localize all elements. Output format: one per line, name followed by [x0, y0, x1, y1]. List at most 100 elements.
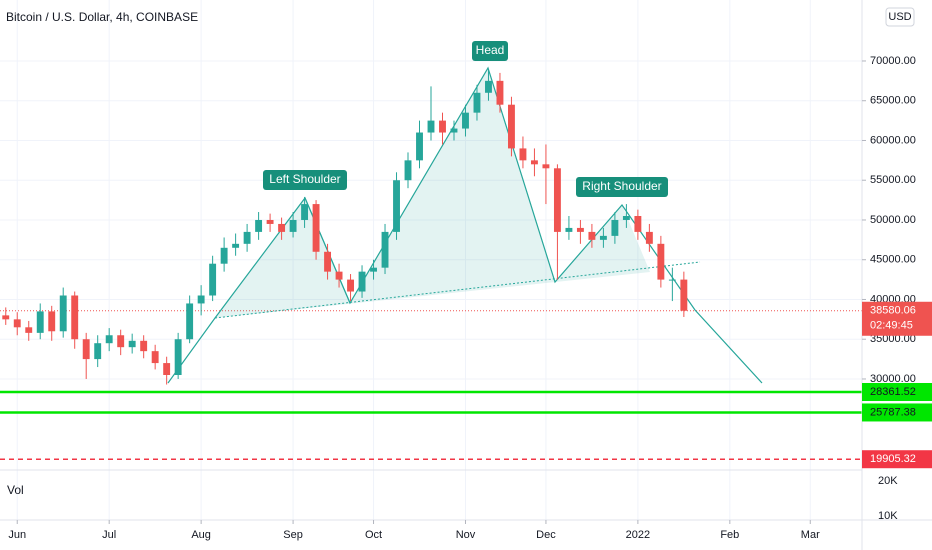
y-tick-label: 30000.00	[870, 373, 916, 385]
x-tick-label: Mar	[801, 529, 820, 541]
candle-body	[450, 128, 458, 133]
candle-body	[278, 223, 286, 232]
candle-body	[209, 263, 217, 296]
candle-body	[427, 120, 435, 133]
x-tick-label: Jun	[8, 529, 26, 541]
candle-body	[588, 231, 596, 240]
candle-body	[220, 247, 228, 264]
candle-body	[381, 231, 389, 268]
candle-body	[634, 215, 642, 232]
currency-label[interactable]: USD	[888, 11, 911, 23]
candle-body	[163, 363, 171, 375]
candle-body	[347, 279, 354, 292]
candle-body	[36, 311, 44, 333]
volume-tick-label: 20K	[878, 475, 898, 487]
y-tick-label: 45000.00	[870, 254, 916, 266]
candle-body	[519, 148, 527, 161]
candle-body	[324, 251, 332, 272]
candle-body	[140, 340, 148, 352]
candle-body	[48, 311, 56, 332]
candle-body	[197, 295, 205, 304]
annotation-label: Head	[476, 43, 505, 57]
last-price-label: 38580.06	[870, 305, 916, 317]
candle-body	[312, 204, 320, 252]
candle-body	[508, 104, 515, 149]
level-price-box	[862, 382, 932, 401]
y-tick-label: 60000.00	[870, 134, 916, 146]
candle-body	[25, 327, 33, 333]
candle-body	[530, 160, 538, 165]
annotation: Head	[472, 41, 508, 61]
chart-title: Bitcoin / U.S. Dollar, 4h, COINBASE	[6, 10, 198, 24]
currency-badge[interactable]	[885, 7, 915, 27]
level-price-box	[862, 450, 932, 469]
candle-body	[186, 303, 194, 340]
candle-body	[370, 267, 377, 272]
y-tick-label: 70000.00	[870, 55, 916, 67]
candle-body	[462, 112, 469, 129]
candle-body	[255, 219, 263, 232]
candle-body	[117, 335, 125, 348]
candle-body	[289, 219, 297, 232]
candle-body	[358, 271, 366, 292]
candle-body	[542, 164, 550, 169]
countdown-label: 02:49:45	[870, 320, 913, 332]
candle-body	[105, 335, 113, 344]
annotation-label: Left Shoulder	[269, 172, 340, 186]
candle-body	[404, 160, 412, 181]
candle-body	[611, 219, 619, 236]
level-price-label: 25787.38	[870, 406, 916, 418]
candle-body	[335, 271, 343, 280]
candle-body	[301, 204, 309, 220]
x-tick-label: 2022	[626, 529, 650, 541]
candle-body	[232, 243, 240, 248]
candle-body	[645, 231, 653, 244]
annotation: Left Shoulder	[263, 170, 347, 190]
candle-body	[576, 227, 584, 232]
candle-body	[94, 343, 102, 360]
candle-body	[174, 339, 182, 375]
x-tick-label: Nov	[456, 529, 476, 541]
candle-body	[657, 243, 665, 280]
y-tick-label: 35000.00	[870, 333, 916, 345]
y-tick-label: 50000.00	[870, 214, 916, 226]
pattern-fill	[215, 68, 650, 318]
x-tick-label: Aug	[191, 529, 211, 541]
candles	[2, 68, 688, 385]
candle-body	[59, 295, 67, 332]
candle-body	[71, 295, 79, 340]
y-tick-label: 65000.00	[870, 95, 916, 107]
candle-body	[82, 339, 90, 360]
volume-tick-label: 10K	[878, 510, 898, 522]
volume-label: Vol	[7, 483, 24, 497]
level-price-label: 19905.32	[870, 453, 916, 465]
candle-body	[266, 219, 274, 224]
candle-body	[565, 227, 573, 232]
candle-body	[393, 180, 400, 232]
candle-body	[13, 319, 21, 328]
grid	[0, 0, 862, 520]
level-price-label: 28361.52	[870, 386, 916, 398]
candle-body	[485, 80, 492, 93]
candle-body	[439, 120, 446, 133]
x-tick-label: Dec	[536, 529, 556, 541]
candle-body	[496, 80, 504, 105]
candle-body	[416, 132, 423, 161]
x-tick-label: Sep	[283, 529, 303, 541]
levels	[0, 310, 862, 460]
last-price-box	[862, 301, 932, 336]
candle-body	[668, 279, 676, 281]
x-tick-label: Feb	[720, 529, 739, 541]
candle-body	[473, 92, 481, 113]
neckline	[214, 261, 701, 319]
candle-body	[151, 351, 159, 364]
x-tick-label: Jul	[102, 529, 116, 541]
x-tick-label: Oct	[365, 529, 382, 541]
candle-body	[2, 315, 10, 320]
level-price-box	[862, 403, 932, 422]
candle-body	[599, 235, 607, 240]
candle-body	[553, 168, 561, 232]
axes: 30000.0035000.0040000.0045000.0050000.00…	[8, 55, 932, 541]
